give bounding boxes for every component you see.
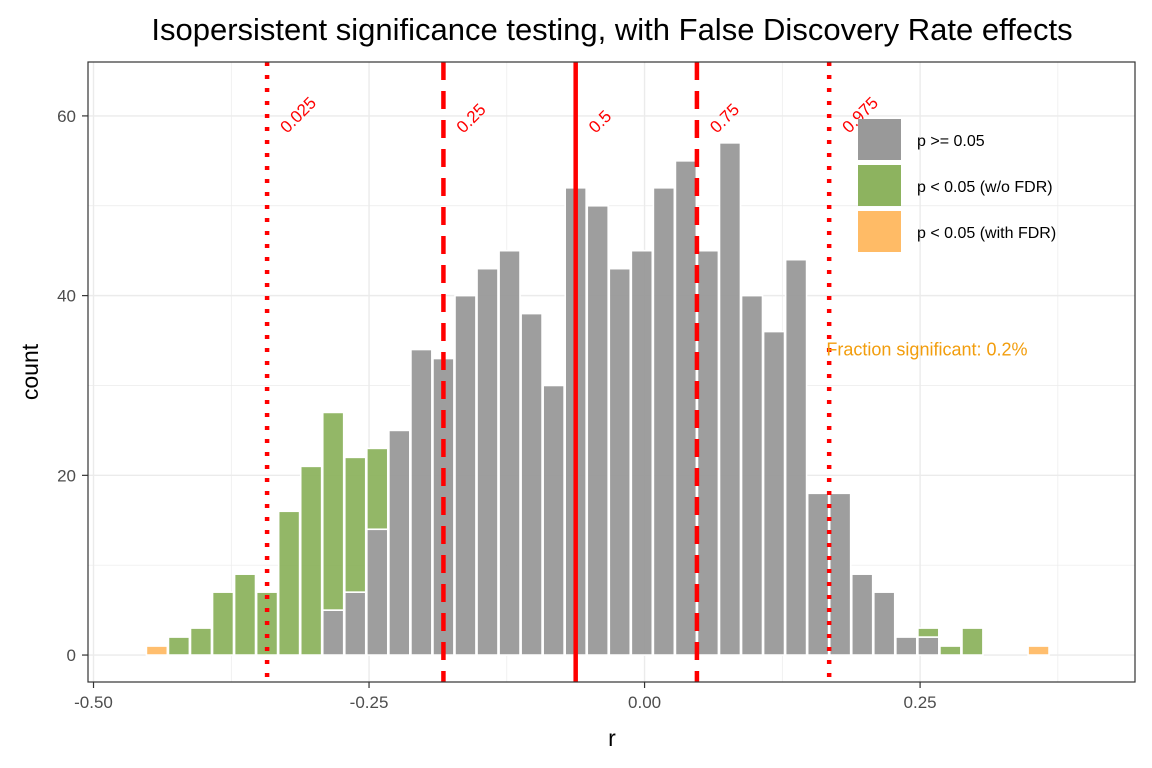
axes: -0.50 -0.25 0.00 0.25 0 20 40 60 [57,107,937,712]
bar-series-0 [784,258,808,656]
bar-series-0 [586,204,609,656]
x-tick-label-1: -0.25 [350,693,389,712]
y-tick-label-3: 60 [57,107,76,126]
bar-series-0 [366,528,389,656]
panel-border [87,61,1136,683]
bar-series-0 [520,312,543,656]
bar-series-2 [1027,645,1050,656]
bar-series-1 [299,465,323,656]
y-tick-label-0: 0 [67,646,76,665]
bar-series-0 [608,267,632,656]
x-tick-label-3: 0.25 [904,693,937,712]
legend: p >= 0.05 p < 0.05 (w/o FDR) p < 0.05 (wit… [858,119,1056,252]
annotation-fraction-significant: Fraction significant: 0.2% [826,340,1027,360]
y-tick-label-2: 40 [57,287,76,306]
bar-series-1 [189,627,213,656]
bar-series-0 [674,160,698,656]
bar-series-0 [895,636,918,656]
bar-series-0 [388,429,411,656]
legend-key-0 [858,119,901,160]
bar-series-1 [917,627,940,638]
chart-title: Isopersistent significance testing, with… [151,12,1072,47]
bar-series-1 [233,573,257,656]
bar-series-0 [828,492,852,656]
bar-series-0 [630,249,654,656]
x-tick-label-0: -0.50 [74,693,113,712]
bars [145,142,1050,656]
bar-series-0 [873,591,896,656]
x-tick-label-2: 0.00 [628,693,661,712]
bar-series-0 [321,609,345,656]
x-axis-title: r [608,725,616,751]
bar-series-0 [762,330,786,656]
legend-label-2: p < 0.05 (with FDR) [917,225,1056,242]
bar-series-1 [211,591,235,656]
bar-series-0 [917,636,940,656]
y-axis-title: count [17,343,43,400]
y-tick-label-1: 20 [57,466,76,485]
bar-series-1 [321,411,345,611]
bar-series-1 [277,510,301,656]
bar-series-1 [366,447,389,531]
bar-series-0 [740,294,764,656]
bar-series-0 [652,186,676,656]
bar-series-0 [410,348,433,656]
bar-series-0 [498,249,521,656]
bar-series-0 [343,591,367,656]
bar-series-1 [343,456,367,593]
bar-series-1 [939,645,962,656]
bar-series-1 [167,636,191,656]
bar-series-0 [696,249,720,656]
bar-series-0 [718,142,742,656]
bar-series-0 [806,492,830,656]
legend-label-0: p >= 0.05 [917,133,985,150]
bar-series-2 [145,645,169,656]
legend-key-2 [858,211,901,252]
legend-label-1: p < 0.05 (w/o FDR) [917,179,1053,196]
bar-series-0 [454,294,477,656]
bar-series-0 [542,384,565,656]
legend-key-1 [858,165,901,206]
bar-series-0 [476,267,499,656]
bar-series-0 [850,573,874,656]
bar-series-1 [961,627,984,656]
